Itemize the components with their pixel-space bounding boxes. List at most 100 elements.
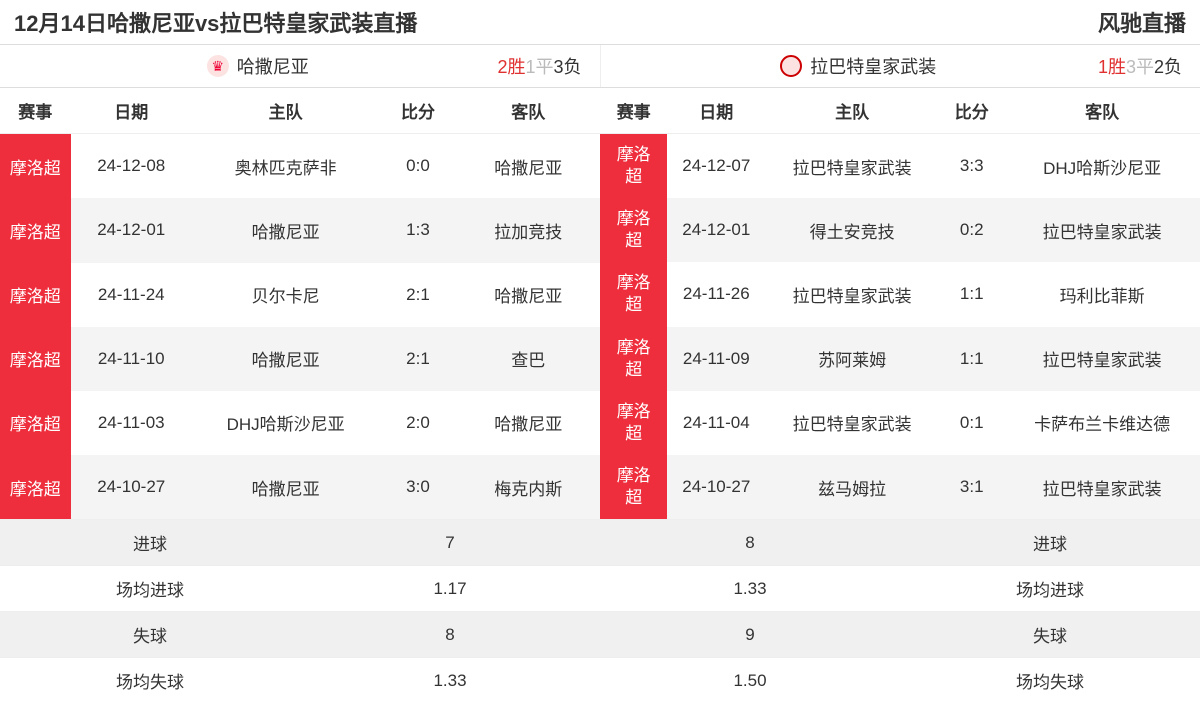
col-header: 比分 — [939, 88, 1004, 134]
date-cell: 24-10-27 — [71, 455, 192, 519]
table-row: 摩洛超24-12-07拉巴特皇家武装3:3DHJ哈斯沙尼亚 — [600, 134, 1200, 199]
right-team-icon — [780, 55, 802, 77]
league-cell: 摩洛超 — [600, 455, 667, 519]
summary-row: 失球89失球 — [0, 612, 1200, 658]
score-cell: 2:0 — [379, 391, 456, 455]
league-cell: 摩洛超 — [600, 262, 667, 326]
summary-label-right: 场均进球 — [900, 566, 1200, 612]
table-row: 摩洛超24-10-27兹马姆拉3:1拉巴特皇家武装 — [600, 455, 1200, 519]
match-tables-row: 赛事日期主队比分客队 摩洛超24-12-08奥林匹克萨非0:0哈撒尼亚摩洛超24… — [0, 88, 1200, 519]
date-cell: 24-12-07 — [667, 134, 765, 199]
right-matches-table: 赛事日期主队比分客队 摩洛超24-12-07拉巴特皇家武装3:3DHJ哈斯沙尼亚… — [600, 88, 1200, 519]
left-matches-table: 赛事日期主队比分客队 摩洛超24-12-08奥林匹克萨非0:0哈撒尼亚摩洛超24… — [0, 88, 600, 519]
team-headers-row: ♛ 哈撒尼亚 2胜1平3负 拉巴特皇家武装 1胜3平2负 — [0, 44, 1200, 88]
col-header: 赛事 — [600, 88, 667, 134]
summary-val-right: 1.33 — [600, 566, 900, 612]
date-cell: 24-11-03 — [71, 391, 192, 455]
summary-val-left: 1.33 — [300, 658, 600, 703]
right-team-record: 1胜3平2负 — [1098, 53, 1182, 79]
page-title: 12月14日哈撒尼亚vs拉巴特皇家武装直播 — [14, 6, 417, 38]
summary-val-right: 9 — [600, 612, 900, 658]
date-cell: 24-12-01 — [71, 198, 192, 262]
left-team-header: ♛ 哈撒尼亚 2胜1平3负 — [0, 45, 601, 87]
away-cell: 玛利比菲斯 — [1004, 262, 1200, 326]
table-row: 摩洛超24-12-01哈撒尼亚1:3拉加竞技 — [0, 198, 600, 262]
home-cell: 哈撒尼亚 — [192, 455, 380, 519]
right-table-header-row: 赛事日期主队比分客队 — [600, 88, 1200, 134]
score-cell: 0:1 — [939, 391, 1004, 455]
score-cell: 1:1 — [939, 327, 1004, 391]
date-cell: 24-11-04 — [667, 391, 765, 455]
home-cell: DHJ哈斯沙尼亚 — [192, 391, 380, 455]
summary-row: 场均失球1.331.50场均失球 — [0, 658, 1200, 703]
home-cell: 兹马姆拉 — [765, 455, 939, 519]
home-cell: 哈撒尼亚 — [192, 327, 380, 391]
league-cell: 摩洛超 — [600, 134, 667, 199]
summary-row: 进球78进球 — [0, 520, 1200, 566]
league-cell: 摩洛超 — [0, 263, 71, 327]
home-cell: 苏阿莱姆 — [765, 327, 939, 391]
summary-val-right: 8 — [600, 520, 900, 566]
away-cell: 哈撒尼亚 — [457, 134, 600, 199]
summary-val-left: 1.17 — [300, 566, 600, 612]
col-header: 客队 — [457, 88, 600, 134]
col-header: 主队 — [765, 88, 939, 134]
left-team-record: 2胜1平3负 — [497, 53, 581, 79]
table-row: 摩洛超24-11-04拉巴特皇家武装0:1卡萨布兰卡维达德 — [600, 391, 1200, 455]
col-header: 客队 — [1004, 88, 1200, 134]
col-header: 赛事 — [0, 88, 71, 134]
score-cell: 3:1 — [939, 455, 1004, 519]
league-cell: 摩洛超 — [0, 455, 71, 519]
table-row: 摩洛超24-10-27哈撒尼亚3:0梅克内斯 — [0, 455, 600, 519]
summary-label-right: 失球 — [900, 612, 1200, 658]
col-header: 日期 — [71, 88, 192, 134]
home-cell: 拉巴特皇家武装 — [765, 134, 939, 199]
site-brand: 风驰直播 — [1098, 6, 1186, 38]
left-team-name: 哈撒尼亚 — [237, 53, 309, 79]
date-cell: 24-12-08 — [71, 134, 192, 199]
league-cell: 摩洛超 — [600, 198, 667, 262]
away-cell: 梅克内斯 — [457, 455, 600, 519]
summary-label-left: 进球 — [0, 520, 300, 566]
table-row: 摩洛超24-11-09苏阿莱姆1:1拉巴特皇家武装 — [600, 327, 1200, 391]
summary-val-left: 8 — [300, 612, 600, 658]
summary-label-left: 失球 — [0, 612, 300, 658]
table-row: 摩洛超24-11-24贝尔卡尼2:1哈撒尼亚 — [0, 263, 600, 327]
summary-val-right: 1.50 — [600, 658, 900, 703]
league-cell: 摩洛超 — [600, 391, 667, 455]
summary-table: 进球78进球场均进球1.171.33场均进球失球89失球场均失球1.331.50… — [0, 519, 1200, 703]
right-team-name: 拉巴特皇家武装 — [810, 53, 936, 79]
score-cell: 0:0 — [379, 134, 456, 199]
home-cell: 拉巴特皇家武装 — [765, 262, 939, 326]
score-cell: 0:2 — [939, 198, 1004, 262]
league-cell: 摩洛超 — [0, 391, 71, 455]
score-cell: 1:1 — [939, 262, 1004, 326]
summary-label-left: 场均进球 — [0, 566, 300, 612]
league-cell: 摩洛超 — [600, 327, 667, 391]
date-cell: 24-11-24 — [71, 263, 192, 327]
date-cell: 24-11-09 — [667, 327, 765, 391]
score-cell: 3:3 — [939, 134, 1004, 199]
col-header: 比分 — [379, 88, 456, 134]
summary-label-left: 场均失球 — [0, 658, 300, 703]
table-row: 摩洛超24-11-03DHJ哈斯沙尼亚2:0哈撒尼亚 — [0, 391, 600, 455]
table-row: 摩洛超24-12-01得土安竞技0:2拉巴特皇家武装 — [600, 198, 1200, 262]
col-header: 日期 — [667, 88, 765, 134]
table-row: 摩洛超24-11-10哈撒尼亚2:1查巴 — [0, 327, 600, 391]
date-cell: 24-11-10 — [71, 327, 192, 391]
away-cell: 查巴 — [457, 327, 600, 391]
summary-label-right: 场均失球 — [900, 658, 1200, 703]
home-cell: 奥林匹克萨非 — [192, 134, 380, 199]
page-header: 12月14日哈撒尼亚vs拉巴特皇家武装直播 风驰直播 — [0, 0, 1200, 44]
away-cell: DHJ哈斯沙尼亚 — [1004, 134, 1200, 199]
summary-label-right: 进球 — [900, 520, 1200, 566]
home-cell: 拉巴特皇家武装 — [765, 391, 939, 455]
away-cell: 拉加竞技 — [457, 198, 600, 262]
league-cell: 摩洛超 — [0, 198, 71, 262]
date-cell: 24-12-01 — [667, 198, 765, 262]
col-header: 主队 — [192, 88, 380, 134]
league-cell: 摩洛超 — [0, 327, 71, 391]
away-cell: 哈撒尼亚 — [457, 263, 600, 327]
left-team-icon: ♛ — [207, 55, 229, 77]
table-row: 摩洛超24-11-26拉巴特皇家武装1:1玛利比菲斯 — [600, 262, 1200, 326]
